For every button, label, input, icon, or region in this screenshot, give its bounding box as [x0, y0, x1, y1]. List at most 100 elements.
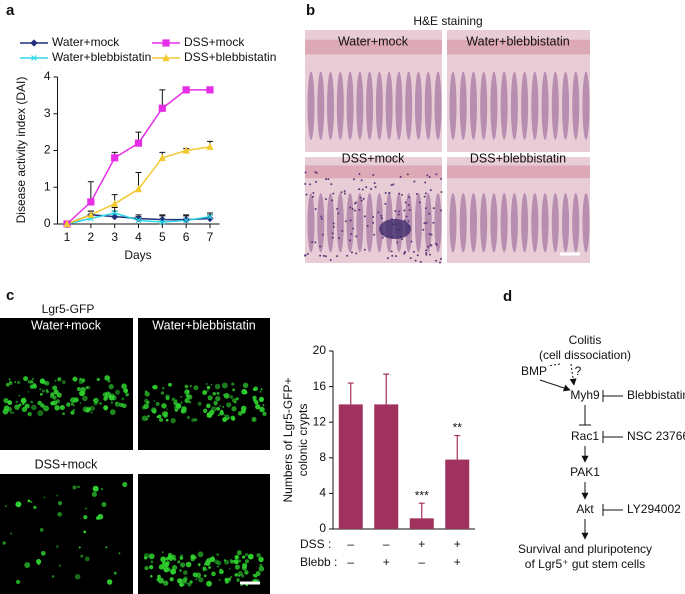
gfp-signal	[93, 397, 99, 404]
marker	[63, 219, 71, 228]
gfp-signal	[157, 574, 161, 579]
gfp-signal	[204, 560, 211, 566]
cell	[327, 178, 330, 181]
gfp-signal	[206, 403, 211, 409]
gfp-signal	[109, 409, 116, 416]
crypt	[366, 193, 374, 253]
gfp-signal	[45, 390, 50, 394]
fluorescence-image	[0, 474, 133, 594]
gfp-signal	[104, 375, 110, 381]
crypt	[434, 71, 442, 140]
gfp-signal	[168, 382, 172, 387]
inhibition-edge	[579, 405, 591, 426]
node: Myh9	[570, 388, 600, 402]
error-bar	[383, 373, 390, 405]
cell	[440, 191, 443, 194]
gfp-signal	[170, 568, 177, 575]
crypt	[395, 71, 403, 140]
cell	[395, 255, 398, 258]
gfp-signal	[210, 383, 213, 386]
cell	[366, 224, 369, 227]
gfp-signal	[163, 567, 169, 573]
y-tick-label: 2	[44, 143, 51, 157]
marker	[111, 199, 119, 207]
gfp-signal	[54, 405, 60, 411]
gfp-signal	[229, 395, 234, 399]
gfp-signal	[150, 575, 153, 578]
gfp-signal	[57, 501, 63, 506]
gfp-signal	[44, 380, 50, 386]
y-tick-label: 4	[319, 486, 326, 500]
gfp-signal	[57, 377, 62, 382]
cell	[432, 221, 435, 224]
gfp-signal	[244, 559, 250, 564]
cell	[440, 209, 443, 212]
cell	[359, 196, 362, 199]
crypt	[356, 71, 364, 140]
cell	[380, 214, 383, 217]
crypt	[346, 193, 354, 253]
cell	[386, 257, 389, 260]
crypt	[405, 71, 413, 140]
gfp-signal	[216, 553, 220, 556]
gfp-signal	[27, 380, 32, 384]
gfp-signal	[234, 554, 240, 560]
crypt	[531, 193, 539, 253]
cell	[424, 207, 427, 210]
condition-sign: –	[383, 537, 390, 551]
legend-label: Water+mock	[52, 35, 120, 49]
cell	[331, 199, 334, 202]
cell	[363, 248, 366, 251]
cell	[304, 171, 307, 174]
gfp-signal	[229, 575, 233, 579]
gfp-signal	[20, 397, 27, 404]
gfp-signal	[54, 379, 57, 382]
gfp-signal	[55, 399, 60, 404]
gfp-signal	[90, 411, 93, 414]
inhibitor: NSC 23766	[627, 429, 685, 443]
gfp-signal	[83, 530, 87, 534]
cell	[429, 189, 432, 192]
gfp-signal	[113, 571, 117, 575]
gfp-signal	[180, 554, 184, 558]
cell	[346, 254, 349, 257]
gfp-signal	[221, 382, 228, 389]
gfp-signal	[254, 400, 259, 405]
gfp-signal	[197, 551, 204, 558]
cell	[380, 217, 383, 220]
gfp-signal	[223, 414, 226, 416]
gfp-signal	[194, 418, 198, 422]
gfp-signal	[74, 574, 81, 580]
gfp-signal	[84, 556, 90, 562]
crypt	[562, 71, 570, 140]
fluorescence-image	[0, 318, 133, 450]
gfp-signal	[228, 567, 231, 570]
gfp-signal	[223, 393, 230, 399]
cell	[435, 259, 438, 262]
gfp-signal	[41, 389, 46, 393]
y-tick-label: 0	[319, 521, 326, 535]
cell	[384, 202, 387, 205]
gfp-signal	[171, 397, 176, 402]
cell	[358, 208, 361, 211]
y-tick-label: 1	[44, 179, 51, 193]
cell	[336, 255, 339, 258]
gfp-signal	[218, 578, 221, 581]
gfp-signal	[209, 556, 216, 563]
gfp-signal	[10, 532, 12, 535]
gfp-signal	[79, 402, 82, 404]
cell	[414, 259, 417, 262]
gfp-signal	[89, 405, 96, 411]
gfp-signal	[40, 393, 43, 396]
cell	[350, 251, 353, 254]
condition-sign: –	[418, 555, 425, 569]
crypt	[510, 71, 518, 140]
cell	[384, 192, 387, 195]
marker	[182, 146, 190, 154]
gfp-signal	[110, 401, 114, 404]
gfp-signal	[255, 404, 261, 410]
gfp-signal	[14, 380, 17, 383]
marker	[158, 215, 166, 224]
cell	[353, 209, 356, 212]
gfp-signal	[50, 401, 55, 406]
